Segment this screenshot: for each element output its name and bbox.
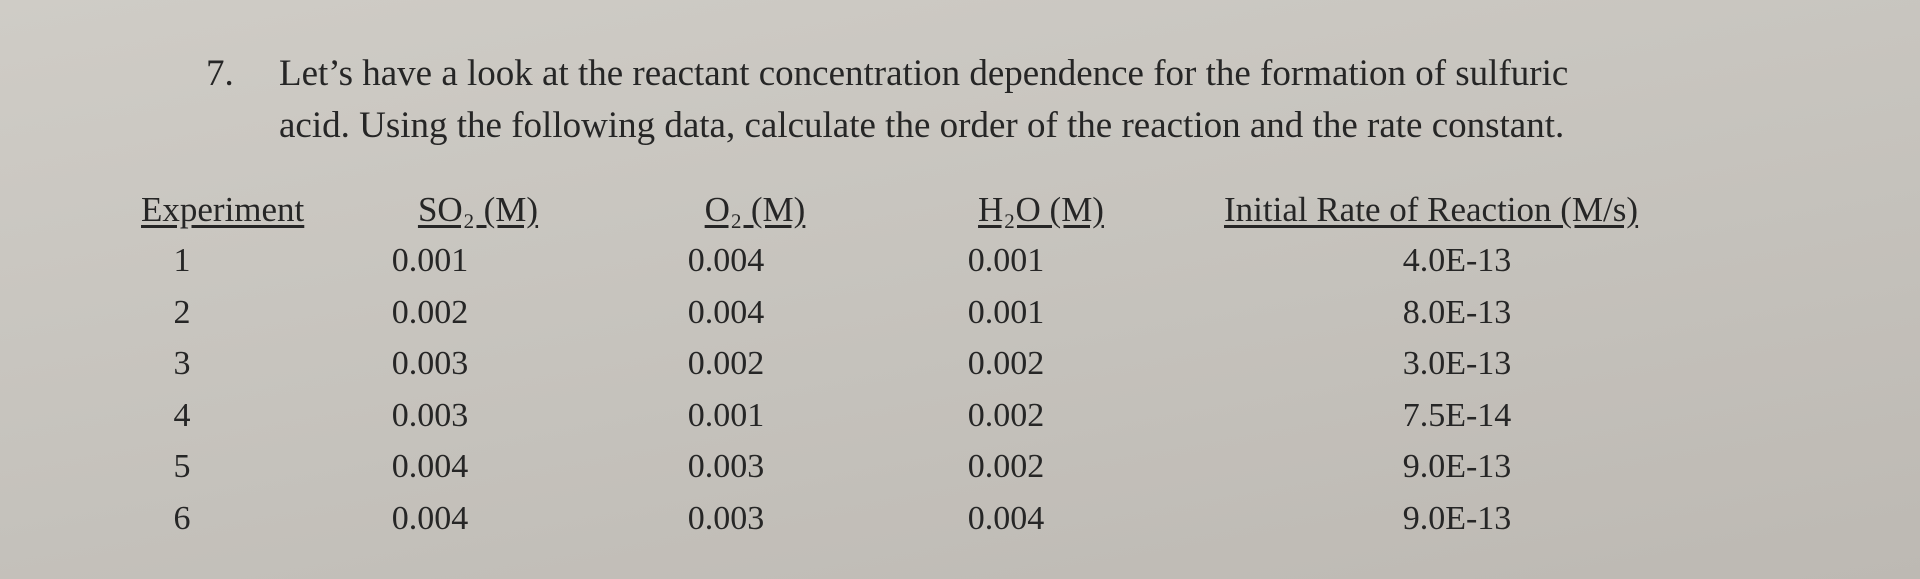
table-cell: 0.003 <box>687 499 765 537</box>
table-cell: 0.002 <box>687 345 765 382</box>
table-cell: 0.003 <box>391 396 469 434</box>
table-cell: 0.001 <box>391 242 469 279</box>
experiment-number: 5 <box>173 448 191 485</box>
table-cell: 3.0E-13 <box>1402 345 1512 382</box>
table-cell: 0.004 <box>687 242 765 279</box>
table-cell: 0.002 <box>967 448 1045 485</box>
column-header: O₂ (M) <box>704 190 806 229</box>
table-cell: 0.003 <box>391 345 469 382</box>
table-cell: 0.002 <box>967 345 1045 382</box>
experiment-number: 3 <box>173 345 191 382</box>
table-cell: 0.004 <box>687 293 765 331</box>
table-cell: 8.0E-13 <box>1402 293 1512 331</box>
column-header: H₂O (M) <box>978 190 1104 229</box>
column-header: Experiment <box>141 190 305 229</box>
table-cell: 0.001 <box>967 293 1045 331</box>
column-header: Initial Rate of Reaction (M/s) <box>1224 190 1639 229</box>
table-cell: 9.0E-13 <box>1402 499 1512 537</box>
table-cell: 0.003 <box>687 448 765 485</box>
table-cell: 0.002 <box>391 293 469 331</box>
table-cell: 4.0E-13 <box>1402 242 1512 279</box>
table-cell: 0.001 <box>967 242 1045 279</box>
table-cell: 0.004 <box>391 448 469 485</box>
question-number: 7. <box>206 53 234 94</box>
question-line: acid. Using the following data, calculat… <box>279 105 1565 146</box>
experiment-number: 4 <box>173 396 191 434</box>
question-line: Let’s have a look at the reactant concen… <box>279 53 1569 94</box>
table-cell: 9.0E-13 <box>1402 448 1512 485</box>
table-cell: 0.004 <box>967 499 1045 537</box>
column-header: SO₂ (M) <box>417 190 539 229</box>
table-cell: 7.5E-14 <box>1402 396 1512 434</box>
experiment-number: 1 <box>173 242 191 279</box>
table-cell: 0.004 <box>391 499 469 537</box>
table-cell: 0.002 <box>967 396 1045 434</box>
table-cell: 0.001 <box>687 396 765 434</box>
experiment-number: 6 <box>173 499 191 537</box>
experiment-number: 2 <box>173 293 191 331</box>
